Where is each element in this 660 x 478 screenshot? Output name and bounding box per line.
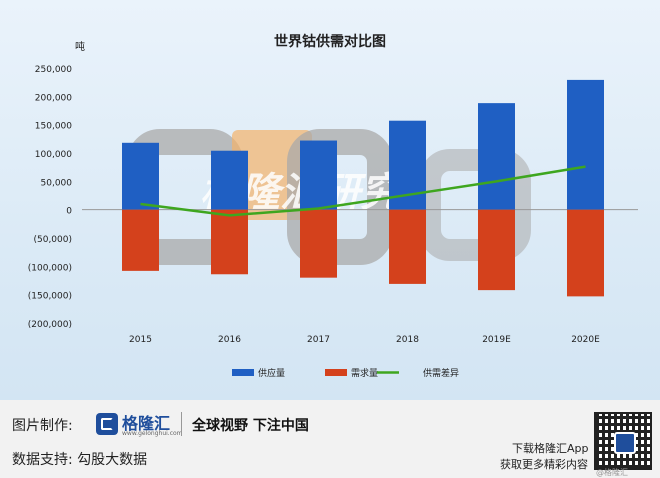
demand-bar <box>211 209 248 275</box>
x-tick-label: 2015 <box>129 335 152 345</box>
chart-title: 世界钴供需对比图 <box>274 33 386 50</box>
y-tick-label: (50,000) <box>33 235 72 245</box>
slogan: 全球视野 下注中国 <box>192 418 309 434</box>
supply-bar <box>211 150 248 210</box>
chart-panel: 格隆汇研究 世界钴供需对比图 吨 250,000200,000150,00010… <box>0 0 660 400</box>
x-tick-label: 2016 <box>218 335 241 345</box>
x-axis-ticks: 2015 2016 2017 2018 2019E 2020E <box>129 335 600 345</box>
supply-bar <box>300 140 337 210</box>
download-app-text: 下载格隆汇App <box>512 442 589 455</box>
demand-bar <box>122 209 159 271</box>
y-tick-label: 50,000 <box>41 178 73 188</box>
demand-bar <box>389 209 426 284</box>
legend-swatch <box>232 369 254 376</box>
y-tick-label: 100,000 <box>35 150 72 160</box>
gelonghui-logo-icon <box>96 413 118 435</box>
qr-logo-icon <box>614 432 636 454</box>
divider <box>181 412 182 436</box>
x-tick-label: 2019E <box>482 335 511 345</box>
supply-bar <box>478 103 515 210</box>
demand-bar <box>300 209 337 278</box>
footer: 图片制作: 格隆汇 www.gelonghui.com 全球视野 下注中国 数据… <box>0 400 660 478</box>
supply-bar <box>567 79 604 210</box>
y-tick-label: 250,000 <box>35 65 72 75</box>
demand-bar <box>567 209 604 297</box>
x-tick-label: 2018 <box>396 335 419 345</box>
data-source: 数据支持: 勾股大数据 <box>12 452 148 468</box>
y-tick-label: (100,000) <box>28 263 72 273</box>
logo-url: www.gelonghui.com <box>122 430 183 437</box>
series-line-gap <box>140 165 586 217</box>
bars <box>122 79 604 297</box>
y-tick-label: 200,000 <box>35 93 72 103</box>
made-by-label: 图片制作: <box>12 418 73 434</box>
demand-bar <box>478 209 515 291</box>
x-tick-label: 2017 <box>307 335 330 345</box>
qr-caption: @格隆汇 <box>596 468 628 477</box>
supply-bar <box>122 142 159 210</box>
y-tick-label: (150,000) <box>28 292 72 302</box>
legend-label: 需求量 <box>351 367 378 379</box>
legend-swatch <box>325 369 347 376</box>
y-tick-label: (200,000) <box>28 320 72 330</box>
y-tick-label: 0 <box>66 207 72 217</box>
x-tick-label: 2020E <box>571 335 600 345</box>
legend-label: 供需差异 <box>423 367 459 379</box>
chart-svg: 格隆汇研究 世界钴供需对比图 吨 250,000200,000150,00010… <box>28 33 638 379</box>
logo-name: 格隆汇 <box>122 414 171 433</box>
more-content-text: 获取更多精彩内容 <box>500 458 588 471</box>
unit-label: 吨 <box>75 40 85 53</box>
legend: 供应量 需求量 供需差异 <box>232 367 459 379</box>
legend-label: 供应量 <box>258 367 285 379</box>
y-tick-label: 150,000 <box>35 122 72 132</box>
y-axis-ticks: 250,000 200,000 150,000 100,000 50,000 0 (50,0… <box>28 65 73 330</box>
